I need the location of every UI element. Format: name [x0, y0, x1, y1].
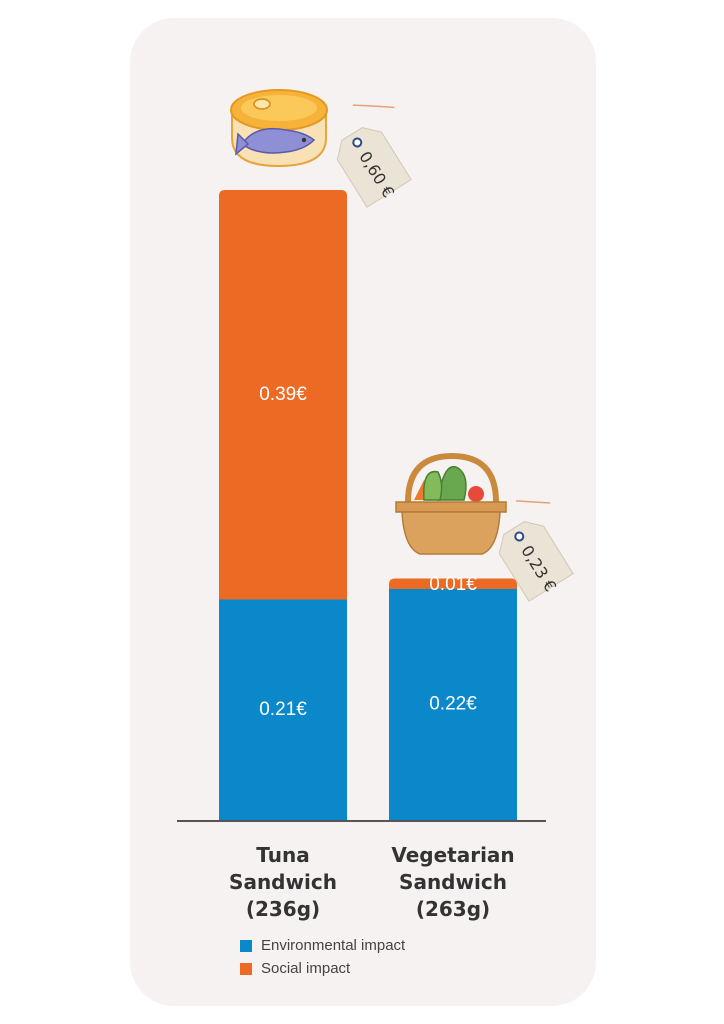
data-label-vegetarian-environmental: 0.22€	[429, 694, 477, 715]
data-label-tuna-environmental: 0.21€	[259, 699, 307, 720]
tuna-can-icon	[230, 89, 328, 168]
price-tag-vegetarian: 0,23 €	[498, 500, 574, 602]
legend: Environmental impact Social impact	[240, 934, 405, 980]
legend-item-social: Social impact	[240, 957, 405, 980]
price-tag-tuna: 0,60 €	[336, 104, 412, 208]
bar-tuna-social	[219, 190, 347, 600]
bar-vegetarian-social	[389, 578, 517, 589]
legend-item-environmental: Environmental impact	[240, 934, 405, 957]
category-label-vegetarian-line-2: Sandwich	[399, 870, 507, 894]
bar-tuna-environmental	[219, 599, 347, 820]
legend-swatch-environmental	[240, 939, 252, 952]
category-label-tuna-line-3: (236g)	[246, 897, 320, 921]
data-label-tuna-social: 0.39€	[259, 384, 307, 405]
bar-vegetarian-environmental	[389, 589, 517, 820]
category-label-vegetarian-line-1: Vegetarian	[391, 843, 514, 867]
legend-swatch-social	[240, 962, 252, 975]
legend-label-environmental: Environmental impact	[261, 937, 406, 954]
vegetable-basket-icon	[395, 452, 507, 555]
category-label-tuna-line-1: Tuna	[256, 843, 309, 867]
data-label-vegetarian-social: 0.01€	[429, 574, 477, 595]
legend-label-social: Social impact	[261, 960, 351, 977]
category-label-tuna-line-2: Sandwich	[229, 870, 337, 894]
category-label-vegetarian-line-3: (263g)	[416, 897, 490, 921]
